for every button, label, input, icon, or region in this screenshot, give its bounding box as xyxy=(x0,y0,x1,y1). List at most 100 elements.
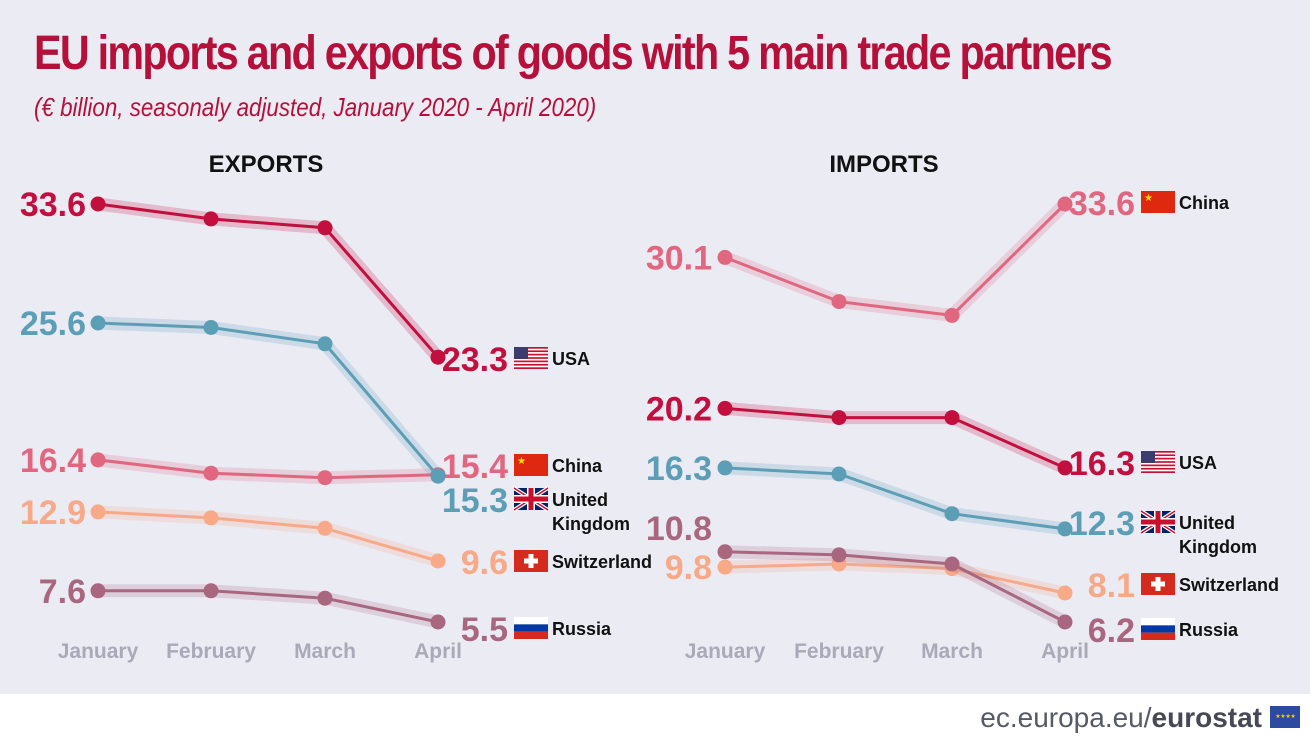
legend-label-united-kingdom: Kingdom xyxy=(1179,537,1257,557)
switzerland-flag-icon xyxy=(514,550,548,572)
data-point xyxy=(90,583,106,599)
china-flag-icon: ★ xyxy=(1141,191,1175,213)
series-glow xyxy=(718,197,1072,322)
series-united-kingdom: 25.6 15.3 United Kingdom xyxy=(20,305,630,534)
data-point xyxy=(203,510,219,526)
imports-panel: IMPORTS January February March April 30.1 33.6… xyxy=(646,151,1279,663)
data-point xyxy=(203,583,219,599)
series-line xyxy=(724,550,1066,624)
data-point xyxy=(317,520,333,536)
data-label: 16.4 xyxy=(20,442,86,480)
data-label: 8.1 xyxy=(1088,567,1135,605)
legend-label-russia: Russia xyxy=(552,619,612,639)
series-china: 30.1 33.6 ★ China xyxy=(646,185,1230,323)
data-label: 16.3 xyxy=(1069,445,1135,483)
series-russia: 10.8 6.2 Russia xyxy=(646,510,1239,650)
chart-title: EU imports and exports of goods with 5 m… xyxy=(34,27,1113,80)
data-point xyxy=(317,470,333,486)
legend-label-china: China xyxy=(552,456,603,476)
series-glow xyxy=(91,505,445,568)
data-label: 25.6 xyxy=(20,305,86,343)
data-point xyxy=(203,211,219,227)
footer: ec.europa.eu/eurostat ★ ★ ★ ★ xyxy=(0,694,1310,750)
data-label: 5.5 xyxy=(461,611,508,649)
series-line xyxy=(97,458,439,480)
legend-label-united-kingdom: United xyxy=(1179,513,1235,533)
series-china: 16.4 15.4 ★ China xyxy=(20,442,603,486)
x-tick-label: April xyxy=(1041,640,1089,663)
legend-label-united-kingdom: Kingdom xyxy=(552,514,630,534)
legend-label-usa: USA xyxy=(1179,453,1217,473)
data-point xyxy=(1057,585,1073,601)
x-tick-label: January xyxy=(685,640,766,663)
chart-subtitle: (€ billion, seasonaly adjusted, January … xyxy=(34,92,597,122)
data-point xyxy=(203,465,219,481)
data-point xyxy=(717,460,733,476)
data-point xyxy=(831,294,847,310)
data-point xyxy=(90,504,106,520)
data-point xyxy=(717,400,733,416)
charts-canvas: EXPORTS January February March April 33.6 23.3… xyxy=(20,151,1279,663)
data-point xyxy=(90,452,106,468)
data-label: 9.8 xyxy=(665,549,712,587)
series-russia: 7.6 5.5 Russia xyxy=(39,573,612,649)
svg-text:★: ★ xyxy=(517,456,526,467)
eurostat-brand: eurostat xyxy=(1151,702,1262,733)
series-line xyxy=(98,589,439,624)
data-point xyxy=(831,466,847,482)
eu-flag-icon: ★ ★ ★ ★ xyxy=(1270,706,1300,728)
switzerland-flag-icon xyxy=(1141,573,1175,595)
data-label: 12.9 xyxy=(20,494,86,532)
footer-site: ec.europa.eu/ xyxy=(980,702,1152,733)
x-tick-label: March xyxy=(921,640,983,663)
data-point xyxy=(430,614,446,630)
legend-label-russia: Russia xyxy=(1179,620,1239,640)
series-usa: 20.2 16.3 USA xyxy=(646,390,1217,483)
legend-label-china: China xyxy=(1179,193,1230,213)
series-line xyxy=(97,202,440,359)
data-label: 23.3 xyxy=(442,341,508,379)
russia-flag-icon xyxy=(514,617,548,639)
series-usa: 33.6 23.3 USA xyxy=(20,186,590,379)
series-line xyxy=(724,406,1066,470)
usa-flag-icon xyxy=(1141,451,1175,473)
series-line xyxy=(724,562,1066,595)
series-line xyxy=(97,510,439,563)
x-tick-label: March xyxy=(294,640,356,663)
data-label: 20.2 xyxy=(646,390,712,428)
data-point xyxy=(944,556,960,572)
data-label: 6.2 xyxy=(1088,612,1135,650)
data-point xyxy=(944,506,960,522)
svg-text:★: ★ xyxy=(1144,193,1153,204)
legend-label-united-kingdom: United xyxy=(552,490,608,510)
x-tick-label: February xyxy=(166,640,256,663)
data-label: 12.3 xyxy=(1069,505,1135,543)
china-flag-icon: ★ xyxy=(514,454,548,476)
series-line xyxy=(724,466,1066,531)
data-point xyxy=(317,590,333,606)
data-point xyxy=(1057,614,1073,630)
legend-label-usa: USA xyxy=(552,349,590,369)
russia-flag-icon xyxy=(1141,618,1175,640)
data-point xyxy=(717,249,733,265)
exports-panel: EXPORTS January February March April 33.6 23.3… xyxy=(20,151,652,663)
footer-url[interactable]: ec.europa.eu/eurostat xyxy=(980,702,1262,734)
data-point xyxy=(831,410,847,426)
data-point xyxy=(944,410,960,426)
series-line xyxy=(724,202,1067,317)
legend-label-switzerland: Switzerland xyxy=(552,552,652,572)
data-point xyxy=(317,336,333,352)
data-point xyxy=(430,553,446,569)
series-switzerland: 9.8 8.1 Switzerland xyxy=(665,549,1279,605)
data-point xyxy=(831,547,847,563)
x-tick-label: January xyxy=(58,640,139,663)
united-kingdom-flag-icon xyxy=(512,486,550,512)
series-united-kingdom: 16.3 12.3 United Kingdom xyxy=(646,450,1257,557)
data-point xyxy=(203,320,219,335)
series-glow xyxy=(718,461,1072,536)
panel-title: EXPORTS xyxy=(209,151,324,178)
series-switzerland: 12.9 9.6 Switzerland xyxy=(20,494,652,582)
data-point xyxy=(90,196,106,212)
data-point xyxy=(717,544,733,560)
data-point xyxy=(717,559,733,575)
